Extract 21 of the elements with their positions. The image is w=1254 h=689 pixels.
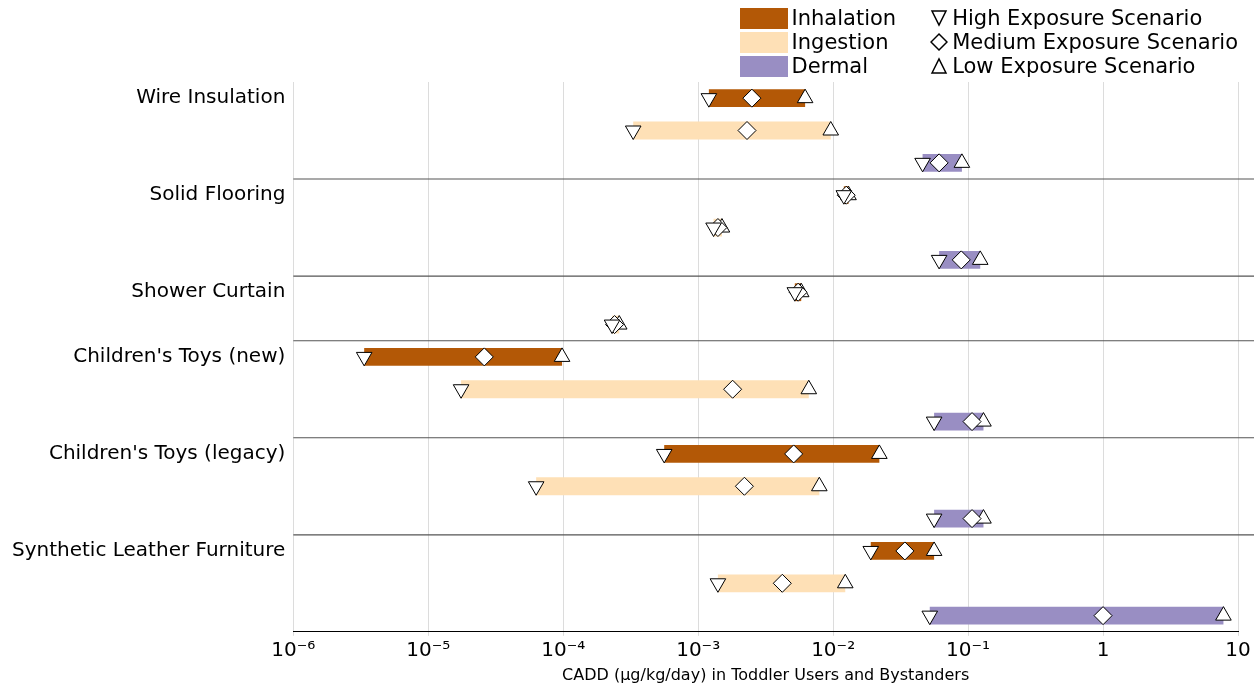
legend-label: Ingestion xyxy=(791,30,889,54)
x-tick-label: 10 xyxy=(1225,637,1251,661)
y-tick-label: Children's Toys (new) xyxy=(73,343,286,368)
x-tick-label: 10⁻³ xyxy=(676,637,721,661)
y-tick-label: Solid Flooring xyxy=(149,181,286,206)
legend-label: Dermal xyxy=(791,54,869,78)
legend-label: Inhalation xyxy=(791,6,897,30)
x-tick-label: 10⁻⁴ xyxy=(541,637,586,661)
x-tick-label: 1 xyxy=(1096,637,1110,661)
y-tick-label: Synthetic Leather Furniture xyxy=(11,537,286,562)
y-tick-label: Shower Curtain xyxy=(131,278,286,303)
y-tick-label: Children's Toys (legacy) xyxy=(48,440,286,465)
legend-label: Medium Exposure Scenario xyxy=(952,30,1238,54)
legend-label: Low Exposure Scenario xyxy=(952,54,1196,78)
x-tick-label: 10⁻¹ xyxy=(946,637,991,661)
y-tick-label: Wire Insulation xyxy=(136,84,286,109)
x-axis-title: CADD (µg/kg/day) in Toddler Users and Bystanders xyxy=(562,664,970,684)
legend-label: High Exposure Scenario xyxy=(952,6,1203,30)
x-tick-label: 10⁻⁶ xyxy=(271,637,316,661)
x-tick-label: 10⁻⁵ xyxy=(406,637,451,661)
x-tick-label: 10⁻² xyxy=(811,637,856,661)
